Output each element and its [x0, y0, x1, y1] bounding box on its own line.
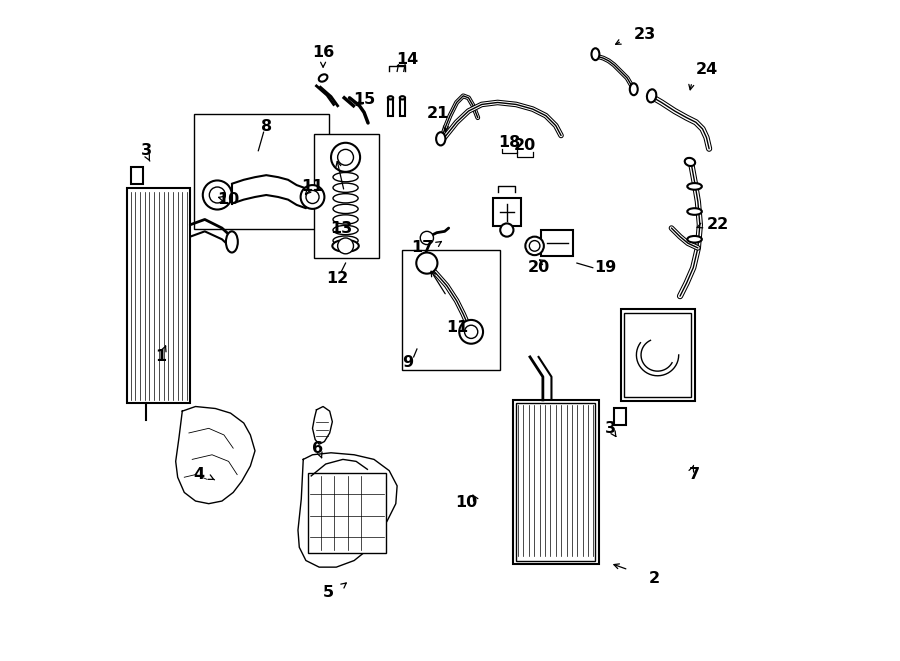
Bar	[541, 230, 573, 256]
Circle shape	[500, 223, 514, 237]
Circle shape	[338, 238, 354, 254]
Circle shape	[420, 231, 434, 245]
Text: 10: 10	[455, 495, 478, 510]
Text: 11: 11	[302, 179, 324, 194]
Bar	[624, 313, 691, 397]
Text: 13: 13	[330, 221, 352, 235]
Text: 23: 23	[634, 27, 656, 42]
Ellipse shape	[591, 48, 599, 60]
Circle shape	[301, 185, 324, 209]
Circle shape	[526, 237, 544, 255]
Ellipse shape	[688, 236, 702, 243]
Circle shape	[338, 149, 354, 165]
Text: 14: 14	[396, 52, 418, 67]
Bar	[194, 114, 329, 229]
Bar	[128, 188, 190, 403]
Text: 20: 20	[514, 138, 536, 153]
Ellipse shape	[333, 194, 358, 203]
Text: 10: 10	[218, 192, 239, 207]
Ellipse shape	[630, 83, 638, 95]
Text: 9: 9	[402, 355, 414, 369]
Ellipse shape	[319, 74, 328, 82]
Ellipse shape	[388, 96, 393, 99]
Bar	[388, 98, 393, 116]
Text: 2: 2	[648, 571, 660, 586]
Polygon shape	[298, 453, 397, 567]
Ellipse shape	[333, 183, 358, 192]
Text: 21: 21	[427, 106, 449, 121]
Text: 17: 17	[411, 241, 434, 255]
Bar	[614, 408, 626, 425]
Text: 8: 8	[261, 120, 272, 134]
Circle shape	[202, 180, 232, 210]
Bar	[620, 309, 695, 401]
Ellipse shape	[226, 231, 238, 253]
Circle shape	[210, 187, 225, 203]
Ellipse shape	[333, 236, 358, 245]
Text: 4: 4	[193, 467, 204, 482]
Bar	[516, 403, 596, 561]
Text: 19: 19	[594, 260, 616, 275]
Text: 3: 3	[605, 421, 616, 436]
Bar	[308, 473, 386, 553]
Bar	[402, 250, 500, 370]
Circle shape	[331, 143, 360, 172]
Text: 3: 3	[140, 143, 151, 158]
Text: 20: 20	[528, 260, 551, 275]
Ellipse shape	[333, 204, 358, 214]
Ellipse shape	[688, 208, 702, 215]
Text: 11: 11	[446, 320, 469, 334]
Bar	[400, 98, 405, 116]
Ellipse shape	[400, 96, 405, 99]
Ellipse shape	[333, 173, 358, 182]
Text: 15: 15	[353, 92, 375, 106]
Ellipse shape	[436, 132, 446, 145]
Circle shape	[306, 190, 319, 204]
Ellipse shape	[688, 183, 702, 190]
Ellipse shape	[685, 158, 695, 166]
Text: 12: 12	[327, 272, 349, 286]
Circle shape	[459, 320, 483, 344]
Circle shape	[464, 325, 478, 338]
Text: 18: 18	[499, 135, 520, 149]
Text: 22: 22	[706, 217, 729, 232]
Text: 16: 16	[312, 46, 334, 60]
Ellipse shape	[647, 89, 656, 102]
Bar	[513, 400, 599, 564]
Ellipse shape	[333, 225, 358, 235]
Circle shape	[529, 241, 540, 251]
Polygon shape	[176, 407, 255, 504]
Bar	[130, 167, 142, 184]
Text: 6: 6	[312, 441, 323, 455]
Polygon shape	[312, 407, 332, 444]
Circle shape	[417, 253, 437, 274]
Ellipse shape	[332, 240, 359, 252]
Text: 24: 24	[696, 62, 718, 77]
Text: 5: 5	[323, 585, 334, 600]
Ellipse shape	[333, 215, 358, 224]
Bar	[314, 134, 379, 258]
Bar	[493, 198, 521, 226]
Text: 1: 1	[155, 350, 166, 364]
Text: 7: 7	[689, 467, 700, 482]
